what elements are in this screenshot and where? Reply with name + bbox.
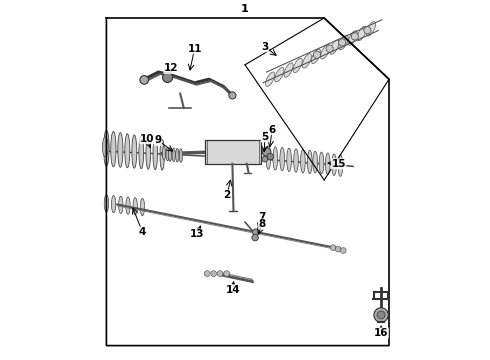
Ellipse shape xyxy=(338,155,343,176)
Ellipse shape xyxy=(179,149,183,162)
Ellipse shape xyxy=(339,35,348,50)
Text: 14: 14 xyxy=(226,285,241,295)
Ellipse shape xyxy=(146,137,150,169)
Text: 9: 9 xyxy=(154,135,161,145)
Text: 1: 1 xyxy=(241,4,249,14)
Text: 10: 10 xyxy=(140,134,154,144)
Text: 3: 3 xyxy=(261,42,269,52)
Circle shape xyxy=(163,72,172,82)
Circle shape xyxy=(140,76,148,84)
Ellipse shape xyxy=(126,197,130,214)
Ellipse shape xyxy=(172,148,175,162)
Circle shape xyxy=(326,45,333,52)
Ellipse shape xyxy=(273,147,278,170)
Ellipse shape xyxy=(312,49,320,63)
Ellipse shape xyxy=(294,149,298,172)
Circle shape xyxy=(351,33,358,40)
Ellipse shape xyxy=(325,153,330,175)
Ellipse shape xyxy=(307,150,312,174)
Ellipse shape xyxy=(332,154,337,175)
Circle shape xyxy=(252,234,258,241)
Text: 11: 11 xyxy=(187,44,202,54)
Ellipse shape xyxy=(162,147,166,160)
Ellipse shape xyxy=(111,195,116,213)
Ellipse shape xyxy=(133,198,137,215)
Ellipse shape xyxy=(176,148,179,162)
Circle shape xyxy=(314,51,320,58)
Circle shape xyxy=(364,27,371,34)
Circle shape xyxy=(377,311,385,319)
Ellipse shape xyxy=(293,58,302,73)
Ellipse shape xyxy=(266,146,271,169)
Text: 16: 16 xyxy=(374,328,389,338)
Ellipse shape xyxy=(132,135,137,168)
Ellipse shape xyxy=(367,22,376,36)
Ellipse shape xyxy=(169,148,171,161)
Ellipse shape xyxy=(284,63,293,77)
Ellipse shape xyxy=(357,26,367,41)
Ellipse shape xyxy=(266,72,275,86)
Text: 5: 5 xyxy=(261,132,269,142)
Ellipse shape xyxy=(300,150,305,173)
Ellipse shape xyxy=(313,151,318,173)
Text: 2: 2 xyxy=(223,190,231,200)
Text: 4: 4 xyxy=(139,227,146,237)
Ellipse shape xyxy=(104,130,109,166)
Circle shape xyxy=(341,248,346,253)
Ellipse shape xyxy=(140,198,145,216)
Text: 15: 15 xyxy=(331,159,346,169)
Circle shape xyxy=(262,156,268,162)
Ellipse shape xyxy=(166,147,169,161)
Text: 1: 1 xyxy=(241,4,249,14)
Ellipse shape xyxy=(104,195,109,212)
Circle shape xyxy=(335,246,341,252)
Bar xyxy=(205,140,261,164)
Circle shape xyxy=(252,229,259,235)
Ellipse shape xyxy=(139,136,144,169)
Text: 12: 12 xyxy=(164,63,178,73)
Circle shape xyxy=(211,271,217,276)
Circle shape xyxy=(224,271,229,276)
Ellipse shape xyxy=(275,67,284,82)
Circle shape xyxy=(267,153,273,160)
Ellipse shape xyxy=(125,134,130,168)
Text: 6: 6 xyxy=(269,125,275,135)
Ellipse shape xyxy=(119,196,123,213)
Ellipse shape xyxy=(111,131,116,167)
Ellipse shape xyxy=(160,139,164,170)
Ellipse shape xyxy=(280,148,285,171)
Ellipse shape xyxy=(348,31,357,45)
Ellipse shape xyxy=(118,132,123,167)
Ellipse shape xyxy=(287,148,292,171)
Ellipse shape xyxy=(102,137,108,157)
Ellipse shape xyxy=(153,138,157,170)
Ellipse shape xyxy=(320,45,330,59)
Ellipse shape xyxy=(302,54,312,68)
Text: 13: 13 xyxy=(190,229,205,239)
Text: 8: 8 xyxy=(259,219,266,229)
Text: 7: 7 xyxy=(259,212,266,222)
Circle shape xyxy=(217,271,223,276)
Ellipse shape xyxy=(330,40,339,54)
Ellipse shape xyxy=(319,152,324,174)
Circle shape xyxy=(262,148,271,156)
Circle shape xyxy=(339,39,346,46)
Circle shape xyxy=(374,308,388,322)
Circle shape xyxy=(204,271,210,276)
Circle shape xyxy=(229,92,236,99)
Circle shape xyxy=(330,245,336,251)
